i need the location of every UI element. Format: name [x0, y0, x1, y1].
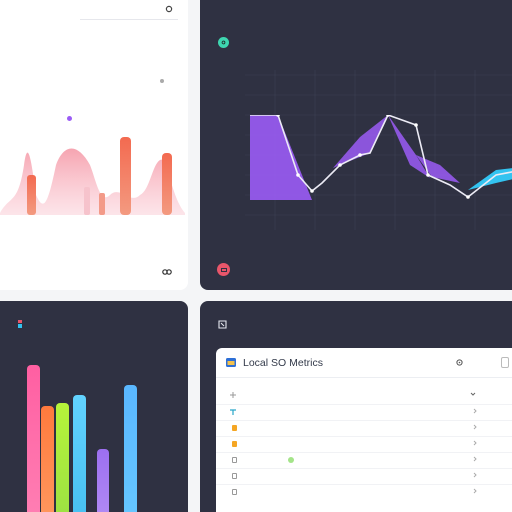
point-3	[310, 189, 314, 193]
table-row[interactable]	[216, 468, 512, 484]
line-area-chart	[250, 115, 512, 200]
bar-blue	[124, 385, 137, 512]
coral-bar-3	[120, 137, 131, 215]
teal-status-icon[interactable]	[218, 37, 229, 48]
coral-bar-1	[27, 175, 36, 215]
red-status-icon[interactable]	[217, 263, 230, 276]
point-1	[276, 115, 280, 117]
info-dot	[160, 79, 164, 83]
bar-lime	[56, 403, 69, 512]
point-5	[358, 153, 362, 157]
metrics-panel: Local SO Metrics	[216, 348, 512, 512]
header-strip	[80, 0, 178, 20]
chevron-right-icon[interactable]	[472, 488, 478, 494]
row-icon	[232, 441, 237, 447]
gear-icon[interactable]	[165, 5, 173, 13]
panel-title: Local SO Metrics	[243, 357, 323, 369]
area-chart	[0, 137, 185, 215]
point-8	[426, 173, 430, 177]
chevron-down-icon[interactable]	[470, 391, 476, 397]
row-icon	[232, 489, 237, 495]
expand-icon[interactable]	[218, 320, 227, 329]
table-row[interactable]	[216, 420, 512, 436]
table-row[interactable]	[216, 388, 512, 404]
link-icon[interactable]	[162, 268, 172, 276]
table-row[interactable]	[216, 484, 512, 500]
table-row[interactable]	[216, 452, 512, 468]
bar-pink	[27, 365, 40, 512]
top-right-card	[200, 0, 512, 290]
point-2	[296, 173, 300, 177]
chevron-right-icon[interactable]	[472, 424, 478, 430]
bottom-left-card	[0, 301, 188, 512]
point-9	[466, 195, 470, 199]
series-line	[250, 115, 512, 198]
more-icon[interactable]	[501, 357, 509, 368]
point-4	[338, 163, 342, 167]
chevron-right-icon[interactable]	[472, 408, 478, 414]
point-6	[386, 115, 390, 117]
panel-header	[216, 348, 512, 378]
green-status-dot	[288, 457, 294, 463]
pink-area	[0, 148, 185, 215]
settings-icon[interactable]	[456, 359, 463, 366]
cyan-area	[468, 168, 512, 190]
bar-cyan	[73, 395, 86, 512]
coral-bar-2	[99, 193, 105, 215]
row-icon	[230, 392, 236, 398]
purple-area-1	[250, 115, 312, 200]
bar-purple	[97, 449, 109, 512]
chevron-right-icon[interactable]	[472, 472, 478, 478]
legend-dot-purple	[67, 116, 72, 121]
bar-orange	[41, 406, 54, 512]
point-7	[414, 123, 418, 127]
row-icon	[230, 409, 236, 415]
table-row[interactable]	[216, 436, 512, 452]
row-icon	[232, 457, 237, 463]
chevron-right-icon[interactable]	[472, 440, 478, 446]
chevron-right-icon[interactable]	[472, 456, 478, 462]
color-marker-icon	[18, 320, 22, 328]
row-icon	[232, 425, 237, 431]
bottom-right-card: Local SO Metrics	[200, 301, 512, 512]
row-icon	[232, 473, 237, 479]
top-left-card	[0, 0, 188, 290]
purple-area-3	[416, 155, 460, 183]
table-row[interactable]	[216, 404, 512, 420]
pink-bar-1	[84, 187, 90, 215]
bar-chart	[27, 365, 137, 512]
folder-icon	[226, 357, 236, 367]
coral-bar-4	[162, 153, 172, 215]
